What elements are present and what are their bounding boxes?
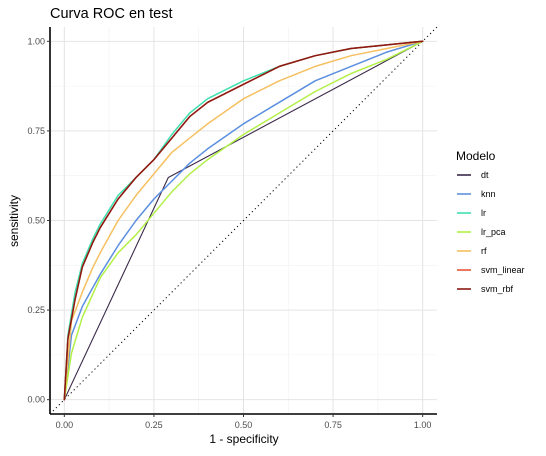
legend-item-knn: knn <box>457 189 496 199</box>
legend-item-svm_linear: svm_linear <box>457 265 525 275</box>
x-tick-label: 0.00 <box>56 420 74 430</box>
reference-diagonal <box>49 26 438 415</box>
legend-label: knn <box>481 189 496 199</box>
legend-label: svm_linear <box>481 265 525 275</box>
roc-curve-rf <box>63 40 424 401</box>
y-tick-label: 0.50 <box>27 216 45 226</box>
roc-curve-lr_pca <box>63 40 424 401</box>
chart-title: Curva ROC en test <box>50 6 173 22</box>
roc-curve-dt <box>63 40 424 401</box>
roc-curve-svm_rbf <box>63 40 424 401</box>
reference-line <box>49 26 438 415</box>
legend-item-dt: dt <box>457 170 489 180</box>
y-tick-label: 0.00 <box>27 395 45 405</box>
legend-label: rf <box>481 246 487 256</box>
legend-label: svm_rbf <box>481 284 514 294</box>
y-tick-label: 1.00 <box>27 36 45 46</box>
legend-title: Modelo <box>456 149 496 163</box>
legend-label: lr_pca <box>481 227 506 237</box>
y-tick-label: 0.25 <box>27 305 45 315</box>
roc-curve-knn <box>63 40 424 401</box>
x-tick-label: 0.50 <box>235 420 253 430</box>
y-tick-label: 0.75 <box>27 126 45 136</box>
legend-label: lr <box>481 208 486 218</box>
legend-item-svm_rbf: svm_rbf <box>457 284 514 294</box>
legend-item-lr_pca: lr_pca <box>457 227 506 237</box>
x-tick-label: 0.75 <box>324 420 342 430</box>
legend-label: dt <box>481 170 489 180</box>
legend-item-lr: lr <box>457 208 486 218</box>
y-axis-label: sensitivity <box>7 195 21 247</box>
x-tick-label: 0.25 <box>145 420 163 430</box>
legend-item-rf: rf <box>457 246 487 256</box>
roc-curves <box>63 40 424 401</box>
axes: 0.00 0.25 0.50 0.75 1.00 0.00 0.25 0.50 0.75 1.00 <box>27 27 437 430</box>
x-tick-label: 1.00 <box>414 420 432 430</box>
x-axis-label: 1 - specificity <box>209 432 278 446</box>
